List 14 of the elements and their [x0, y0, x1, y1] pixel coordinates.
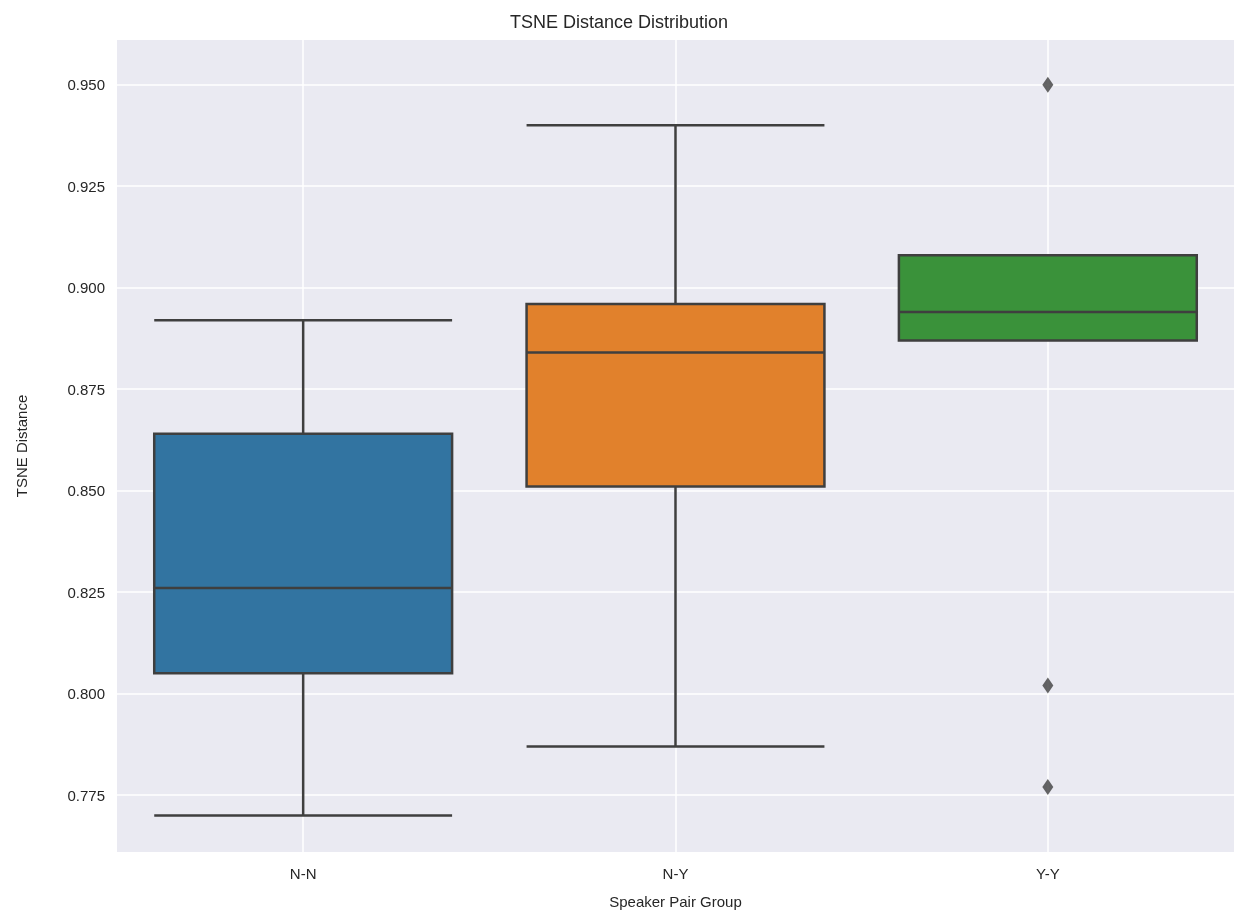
y-tick-label: 0.900 — [67, 279, 105, 297]
x-tick-label: N-N — [289, 865, 317, 882]
y-tick-label: 0.925 — [67, 177, 105, 195]
y-tick-label: 0.800 — [67, 685, 105, 703]
y-tick-label: 0.850 — [67, 482, 105, 500]
x-axis-title: Speaker Pair Group — [609, 893, 742, 910]
y-tick-label: 0.950 — [67, 76, 105, 94]
x-tick-label: N-Y — [662, 865, 689, 882]
x-tick-label: Y-Y — [1036, 865, 1060, 882]
y-tick-label: 0.825 — [67, 583, 105, 601]
chart-title: TSNE Distance Distribution — [509, 12, 729, 32]
y-tick-label: 0.775 — [67, 786, 105, 804]
y-axis-title: TSNE Distance — [13, 394, 30, 498]
y-tick-label: 0.875 — [67, 380, 105, 398]
